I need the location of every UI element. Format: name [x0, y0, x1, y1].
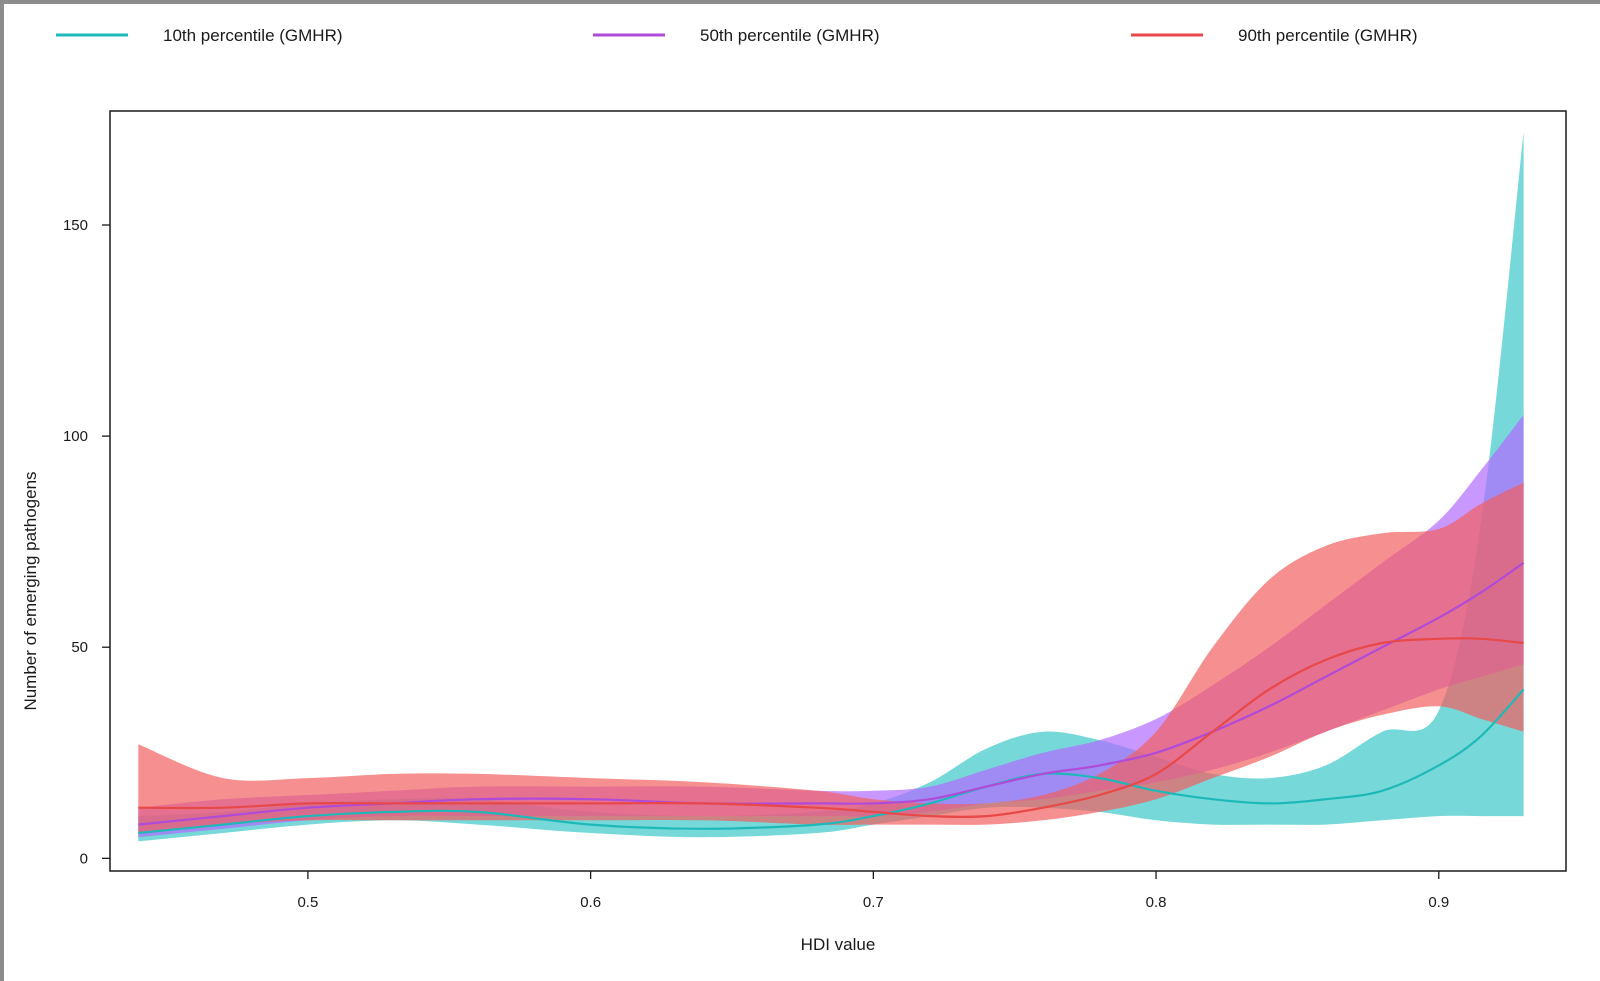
legend-item-3: 90th percentile (GMHR)	[1131, 26, 1418, 45]
x-tick-label: 0.6	[580, 894, 601, 911]
x-tick-label: 0.7	[863, 894, 884, 911]
y-tick-label: 100	[63, 428, 88, 445]
x-tick-label: 0.8	[1146, 894, 1167, 911]
y-axis: 0 50 100 150	[63, 217, 110, 867]
plot-area	[109, 110, 1567, 872]
y-tick-label: 50	[71, 639, 88, 656]
x-axis-label: HDI value	[801, 935, 876, 954]
legend-item-1: 10th percentile (GMHR)	[56, 26, 343, 45]
y-tick-label: 150	[63, 217, 88, 234]
x-tick-label: 0.5	[297, 894, 318, 911]
band-series-1	[138, 132, 1524, 842]
x-tick-label: 0.9	[1428, 894, 1449, 911]
legend-label: 10th percentile (GMHR)	[163, 26, 343, 45]
legend-label: 90th percentile (GMHR)	[1238, 26, 1418, 45]
line-series-3	[138, 637, 1524, 818]
legend-item-2: 50th percentile (GMHR)	[593, 26, 880, 45]
x-axis: 0.5 0.6 0.7 0.8 0.9	[297, 871, 1449, 911]
series-lines	[138, 561, 1525, 835]
plot-frame	[109, 110, 1567, 872]
line-series-1	[138, 688, 1525, 835]
legend-label: 50th percentile (GMHR)	[700, 26, 880, 45]
legend: 10th percentile (GMHR) 50th percentile (G…	[56, 26, 1418, 45]
confidence-bands	[138, 132, 1524, 842]
y-axis-label: Number of emerging pathogens	[21, 471, 40, 710]
y-tick-label: 0	[80, 850, 88, 867]
